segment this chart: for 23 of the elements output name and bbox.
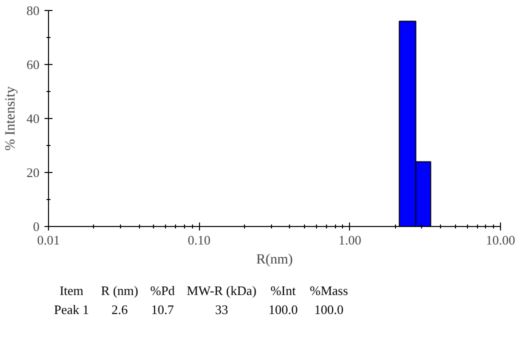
text: 100.0 bbox=[268, 300, 299, 319]
y-tick-label: 40 bbox=[26, 111, 40, 126]
text: MW-R (kDa) bbox=[186, 282, 258, 300]
x-tick-label: 0.01 bbox=[37, 232, 60, 248]
x-tick-label: 1.00 bbox=[338, 232, 362, 248]
text: %Int bbox=[269, 282, 297, 300]
y-axis-title: % Intensity bbox=[4, 86, 18, 151]
text: %Pd bbox=[150, 282, 176, 300]
text: %Mass bbox=[310, 282, 350, 300]
x-tick-label: 0.10 bbox=[188, 232, 211, 248]
y-tick-label: 20 bbox=[26, 165, 40, 180]
text: 10.7 bbox=[150, 300, 175, 319]
text: 2.6 bbox=[110, 300, 129, 319]
y-tick-label: 0 bbox=[33, 219, 40, 234]
x-tick-label: 10.00 bbox=[486, 232, 516, 248]
text: 33 bbox=[214, 300, 230, 319]
y-tick-label: 60 bbox=[26, 57, 40, 72]
x-axis-title: R(nm) bbox=[256, 252, 294, 268]
y-tick-label: 80 bbox=[26, 3, 40, 18]
text: 100.0 bbox=[313, 300, 344, 319]
text: Peak 1 bbox=[54, 300, 90, 319]
text: R (nm) bbox=[101, 282, 140, 300]
text: Item bbox=[58, 282, 84, 300]
